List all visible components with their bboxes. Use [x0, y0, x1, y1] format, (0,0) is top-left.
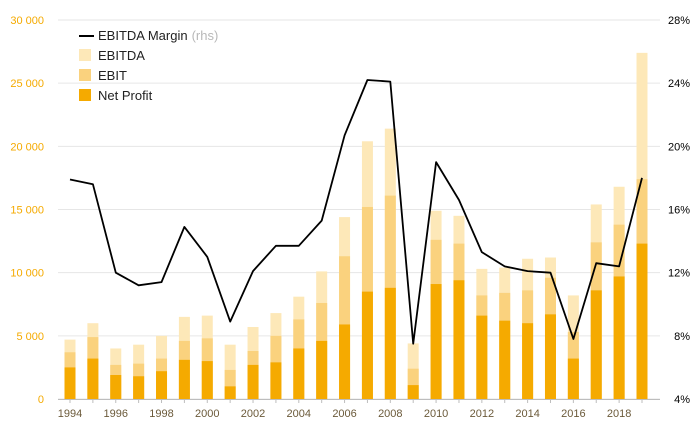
x-tick-label: 2014: [515, 408, 539, 420]
bar-net-profit: [476, 315, 488, 399]
y-left-tick-label: 20 000: [10, 141, 44, 153]
x-tick-label: 2004: [287, 408, 311, 420]
x-tick-label: 2000: [195, 408, 219, 420]
y-right-tick-label: 4%: [674, 394, 690, 406]
bar-net-profit: [636, 243, 648, 399]
y-right-tick-label: 16%: [668, 205, 690, 217]
legend-label-net-profit: Net Profit: [98, 88, 153, 103]
legend-label-ebit: EBIT: [98, 68, 127, 83]
bar-net-profit: [293, 348, 305, 399]
y-right-tick-label: 12%: [668, 268, 690, 280]
bar-net-profit: [133, 376, 145, 399]
legend: EBITDA Margin (rhs) EBITDA EBIT Net Profi…: [79, 28, 218, 103]
y-left-tick-label: 30 000: [10, 15, 44, 27]
legend-label-ebitda: EBITDA: [98, 48, 145, 63]
bar-net-profit: [499, 320, 511, 399]
bar-net-profit: [64, 367, 76, 399]
legend-swatch-net-profit: [79, 89, 91, 101]
bar-net-profit: [247, 364, 259, 399]
bar-net-profit: [453, 280, 465, 399]
bar-net-profit: [201, 361, 213, 399]
x-tick-label: 1994: [58, 408, 82, 420]
bar-net-profit: [110, 374, 122, 399]
x-tick-label: 1998: [149, 408, 173, 420]
legend-label-ebitda-margin: EBITDA Margin (rhs): [98, 28, 218, 43]
bar-net-profit: [567, 358, 579, 399]
bar-net-profit: [407, 385, 419, 399]
legend-swatch-ebitda: [79, 49, 91, 61]
bar-net-profit: [224, 386, 236, 399]
bar-net-profit: [270, 362, 282, 399]
bar-ebit: [224, 369, 236, 399]
y-right-tick-label: 8%: [674, 331, 690, 343]
bar-net-profit: [430, 284, 442, 399]
bar-net-profit: [316, 340, 328, 399]
bar-net-profit: [544, 314, 556, 399]
bar-net-profit: [384, 287, 396, 399]
ebitda-margin-line: [69, 79, 643, 345]
y-left-tick-label: 25 000: [10, 78, 44, 90]
bar-net-profit: [590, 290, 602, 399]
x-tick-label: 2010: [424, 408, 448, 420]
x-tick-label: 2018: [607, 408, 631, 420]
y-right-tick-label: 20%: [668, 141, 690, 153]
line-ebitda-margin: [69, 79, 643, 345]
bar-net-profit: [522, 323, 534, 399]
legend-swatch-ebit: [79, 69, 91, 81]
x-tick-label: 2006: [332, 408, 356, 420]
x-tick-label: 2016: [561, 408, 585, 420]
axes: 0 5 000 10 000 15 000 20 000 25 000 30 000 4% 8%…: [10, 15, 690, 420]
y-left-tick-label: 15 000: [10, 205, 44, 217]
bars: [64, 52, 648, 399]
bar-ebit: [407, 368, 419, 399]
bar-net-profit: [361, 291, 373, 399]
x-tick-label: 2002: [241, 408, 265, 420]
bar-net-profit: [178, 359, 190, 399]
y-left-tick-label: 5 000: [16, 331, 44, 343]
y-left-tick-label: 10 000: [10, 268, 44, 280]
y-left-tick-label: 0: [38, 394, 44, 406]
y-right-tick-label: 24%: [668, 78, 690, 90]
x-tick-label: 2008: [378, 408, 402, 420]
x-tick-label: 2012: [470, 408, 494, 420]
bar-net-profit: [156, 371, 168, 399]
bar-net-profit: [339, 324, 351, 399]
bar-net-profit: [87, 358, 99, 399]
bar-net-profit: [613, 276, 625, 399]
y-right-tick-label: 28%: [668, 15, 690, 27]
x-tick-label: 1996: [104, 408, 128, 420]
